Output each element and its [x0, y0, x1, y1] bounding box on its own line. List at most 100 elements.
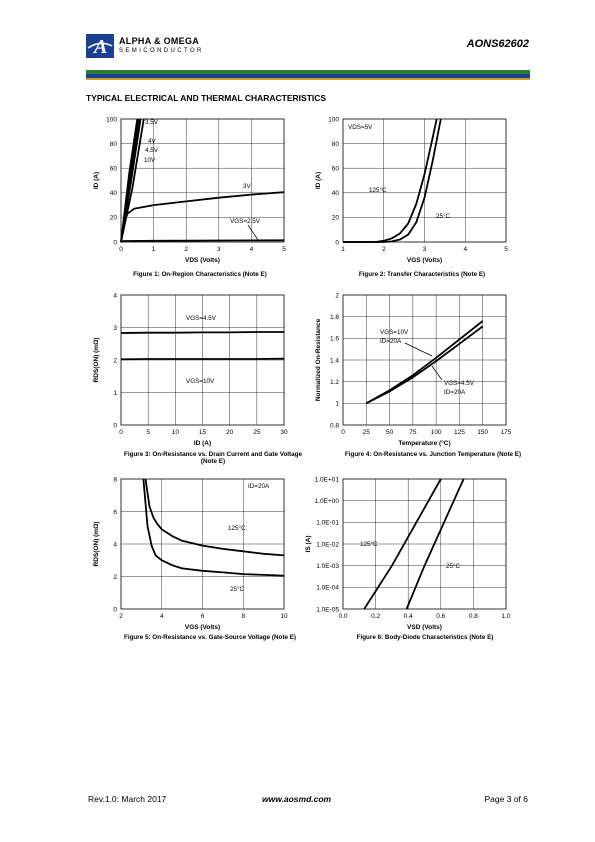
y-tick-label: 1.0E-01: [316, 520, 339, 527]
y-tick-label: 3: [113, 325, 117, 332]
x-tick-label: 3: [423, 246, 427, 253]
grid: [121, 295, 284, 425]
figure-4-caption: Figure 4: On-Resistance vs. Junction Tem…: [344, 451, 522, 458]
y-tick-label: 0: [113, 239, 117, 246]
x-tick-label: 4: [160, 613, 164, 620]
y-tick-label: 1.2: [330, 379, 339, 386]
x-tick-label: 0.8: [469, 613, 478, 620]
x-tick-label: 15: [199, 429, 207, 436]
y-tick-label: 0: [335, 239, 339, 246]
chart-annotation: 4.5V: [145, 147, 159, 154]
y-axis-label: Normalized On-Resistance: [315, 318, 322, 401]
chart-annotation: 10V: [144, 157, 156, 164]
x-tick-label: 2: [119, 613, 123, 620]
y-axis-label: ID (A): [315, 172, 322, 189]
y-tick-label: 60: [332, 166, 340, 173]
x-tick-label: 4: [463, 246, 467, 253]
chart-annotation: VGS=4.5V: [186, 315, 217, 322]
x-tick-label: 50: [386, 429, 394, 436]
x-tick-label: 30: [280, 429, 288, 436]
grid: [343, 479, 506, 609]
chart-annotation: ID=20A: [380, 338, 402, 345]
y-tick-label: 100: [328, 116, 339, 123]
x-tick-label: 5: [504, 246, 508, 253]
x-tick-label: 10: [172, 429, 180, 436]
company-name: ALPHA & OMEGA: [119, 36, 200, 46]
x-tick-label: 25: [253, 429, 261, 436]
x-tick-label: 0: [119, 246, 123, 253]
x-tick-label: 6: [201, 613, 205, 620]
x-tick-label: 2: [382, 246, 386, 253]
y-tick-label: 1.4: [330, 357, 339, 364]
y-tick-label: 1.8: [330, 314, 339, 321]
y-tick-label: 80: [110, 141, 118, 148]
series-line-vgs-4-5v: [120, 331, 284, 334]
chart-annotation: 25°C: [436, 212, 451, 220]
y-tick-label: 8: [113, 476, 117, 483]
figure-6-caption: Figure 6: Body-Diode Characteristics (No…: [356, 634, 494, 641]
figure-1-chart: 0 1 2 3 4 5 0 20 40 60 80 100 VDS (Volts) ID (A) 3.5V 4…: [93, 116, 286, 264]
y-tick-label: 20: [332, 215, 340, 222]
x-tick-label: 5: [146, 429, 150, 436]
x-tick-label: 150: [477, 429, 488, 436]
grid: [343, 119, 506, 242]
x-tick-label: 10: [280, 613, 288, 620]
y-tick-label: 0: [113, 606, 117, 613]
annotation-leader: [247, 224, 259, 241]
series-line-25-c: [142, 478, 285, 577]
chart-annotation: VGS=10V: [380, 329, 409, 336]
chart-annotation: VGS=10V: [186, 378, 215, 385]
plot-frame: [120, 118, 285, 243]
x-tick-label: 75: [409, 429, 417, 436]
x-axis-label: VSD (Volts): [407, 624, 442, 631]
chart-annotation: VDS=5V: [348, 124, 373, 131]
header-band-blue: [86, 74, 530, 78]
y-tick-label: 0.8: [330, 422, 339, 429]
y-tick-label: 1.0E-05: [316, 606, 339, 613]
x-tick-label: 5: [282, 246, 286, 253]
x-tick-label: 1.0: [501, 613, 510, 620]
grid: [121, 479, 284, 609]
x-tick-label: 0.4: [404, 613, 413, 620]
x-axis-label: VDS (Volts): [185, 257, 220, 264]
part-number: AONS62602: [466, 38, 529, 50]
company-logo-icon: A: [86, 34, 114, 58]
figure-2-chart: 1 2 3 4 5 0 20 40 60 80 100 VGS (Volts) ID (A) VDS=5V…: [315, 116, 508, 264]
series-line-vgs-2-5v: [120, 239, 285, 243]
y-tick-label: 60: [110, 166, 118, 173]
svg-text:A: A: [92, 36, 107, 58]
chart-annotation: ID=20A: [248, 483, 270, 490]
annotation-leader: [404, 342, 433, 357]
chart-annotation: VGS=4.5V: [444, 380, 475, 387]
y-tick-label: 6: [113, 509, 117, 516]
footer-page-number: Page 3 of 6: [484, 794, 528, 804]
x-tick-label: 25: [363, 429, 371, 436]
y-axis-label: RDS(ON) (mΩ): [93, 522, 100, 567]
section-title: TYPICAL ELECTRICAL AND THERMAL CHARACTER…: [86, 93, 327, 103]
grid: [343, 295, 506, 425]
figure-1-caption: Figure 1: On-Region Characteristics (Not…: [133, 271, 267, 278]
x-axis-label: ID (A): [194, 440, 211, 447]
x-tick-label: 20: [226, 429, 234, 436]
y-axis-label: RDS(ON) (mΩ): [93, 338, 100, 383]
chart-annotation: 3V: [243, 183, 252, 190]
y-tick-label: 2: [335, 292, 339, 299]
footer-website-link[interactable]: www.aosmd.com: [262, 794, 332, 804]
company-division: SEMICONDUCTOR: [119, 48, 204, 54]
x-tick-label: 0.2: [371, 613, 380, 620]
y-tick-label: 40: [332, 190, 340, 197]
y-tick-label: 2: [113, 357, 117, 364]
series-line-3-5v: [120, 118, 145, 243]
x-axis-label: Temperature (°C): [398, 439, 450, 447]
y-tick-label: 4: [113, 541, 117, 548]
y-axis-label: ID (A): [93, 172, 100, 189]
series-line-25-c: [343, 118, 442, 243]
series-line-25-c: [405, 478, 465, 610]
y-tick-label: 4: [113, 292, 117, 299]
y-tick-label: 1.0E-04: [316, 585, 339, 592]
y-tick-label: 1: [113, 390, 117, 397]
header-band-green: [86, 70, 530, 74]
x-tick-label: 0: [119, 429, 123, 436]
chart-annotation: 25°C: [446, 562, 461, 570]
